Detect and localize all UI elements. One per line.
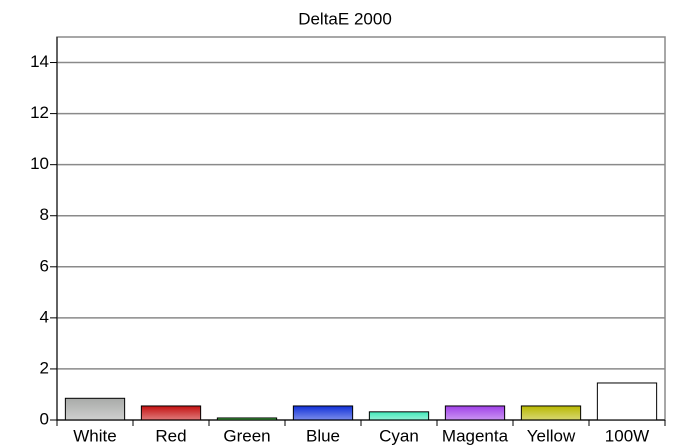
x-tick-label: Green — [223, 426, 270, 445]
x-tick-label: Blue — [306, 426, 340, 445]
bar — [596, 382, 658, 421]
x-tick-label: 100W — [605, 426, 649, 445]
bar — [292, 405, 354, 421]
y-tick-label: 6 — [40, 256, 49, 275]
x-tick-label: Yellow — [527, 426, 576, 445]
bar — [64, 397, 126, 421]
bar — [368, 411, 430, 421]
bar — [520, 405, 582, 421]
x-tick-label: Cyan — [379, 426, 419, 445]
x-tick-label: Red — [155, 426, 186, 445]
bar — [444, 405, 506, 421]
y-tick-label: 2 — [40, 358, 49, 377]
y-tick-label: 14 — [30, 52, 49, 71]
y-tick-label: 4 — [40, 307, 49, 326]
plot-frame — [56, 36, 666, 421]
chart-title: DeltaE 2000 — [298, 9, 392, 28]
bar — [140, 405, 202, 421]
y-tick-label: 12 — [30, 103, 49, 122]
x-tick-label: Magenta — [442, 426, 509, 445]
x-tick-label: White — [73, 426, 116, 445]
bar — [216, 417, 278, 421]
y-tick-label: 10 — [30, 154, 49, 173]
y-tick-label: 8 — [40, 205, 49, 224]
y-tick-label: 0 — [40, 409, 49, 428]
